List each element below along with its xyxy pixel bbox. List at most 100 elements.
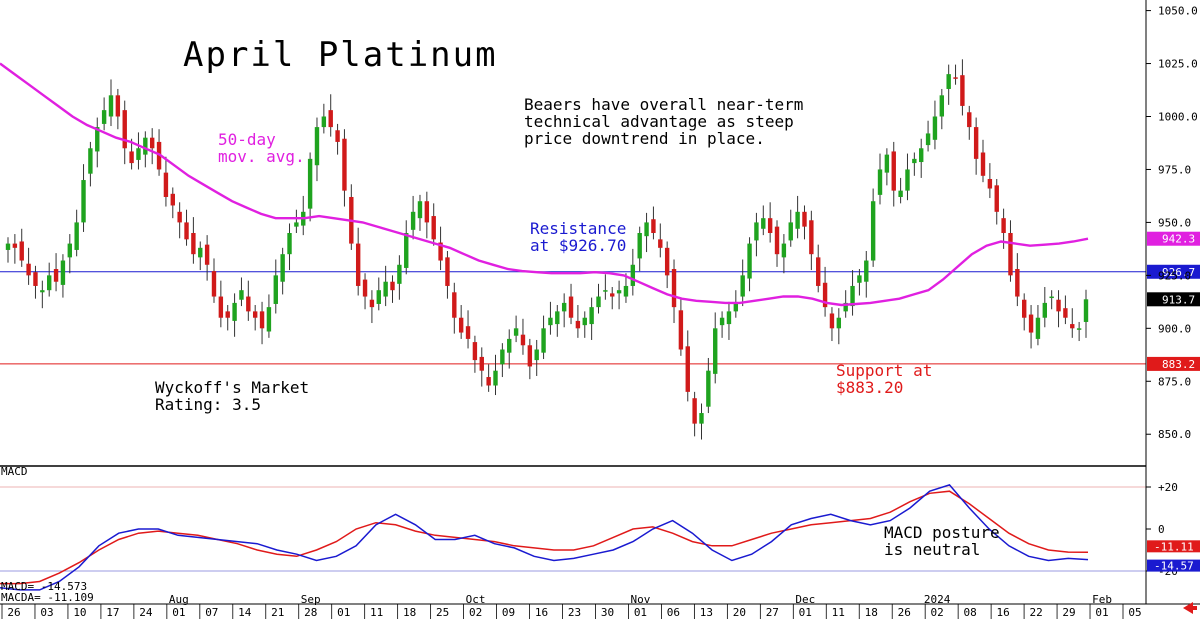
candle-up: [754, 222, 759, 241]
date-tick-label: 16: [535, 606, 548, 619]
candle-down: [362, 279, 368, 297]
candle-down: [664, 247, 670, 276]
candle-down: [575, 320, 581, 329]
candle-up: [95, 127, 100, 152]
support-value-tag-text: 883.2: [1162, 358, 1195, 371]
candle-up: [314, 127, 320, 166]
candle-down: [252, 311, 258, 318]
candle-down: [774, 226, 780, 255]
date-tick-label: 01: [634, 606, 647, 619]
candle-down: [610, 293, 615, 297]
candle-down: [1008, 233, 1013, 276]
candle-up: [870, 201, 876, 261]
candle-down: [472, 342, 478, 361]
candle-up: [905, 169, 910, 191]
candle-down: [987, 178, 993, 189]
date-tick-label: 06: [667, 606, 680, 619]
date-tick-label: 28: [304, 606, 317, 619]
macd-panel-title: MACD: [1, 465, 28, 478]
candle-down: [651, 219, 656, 233]
macd-last-tag-text: -14.57: [1154, 560, 1194, 573]
date-tick-label: 09: [502, 606, 515, 619]
candle-up: [740, 275, 745, 297]
candle-up: [596, 296, 601, 308]
candle-up: [81, 180, 86, 223]
scroll-left-arrow-icon[interactable]: [1183, 602, 1193, 614]
candle-up: [232, 302, 237, 321]
ma-value-tag: [1147, 231, 1200, 246]
month-label: Feb: [1092, 593, 1112, 606]
candle-up: [733, 302, 739, 312]
candle-up: [534, 349, 539, 361]
scroll-left-arrow-stem[interactable]: [1191, 606, 1197, 610]
date-tick-label: 18: [403, 606, 416, 619]
candle-up: [383, 281, 388, 297]
resistance-value-tag: [1147, 264, 1200, 279]
candle-up: [273, 275, 278, 304]
candle-up: [198, 247, 203, 258]
candle-down: [19, 241, 24, 261]
candle-up: [877, 169, 883, 195]
candle-up: [623, 285, 629, 297]
month-label: Sep: [301, 593, 321, 606]
candle-down: [342, 138, 347, 191]
candle-up: [507, 338, 512, 353]
candle-up: [616, 290, 622, 294]
date-tick-label: 11: [370, 606, 383, 619]
candle-down: [122, 110, 127, 149]
candle-down: [225, 311, 230, 318]
candle-down: [816, 257, 821, 286]
candle-down: [520, 334, 526, 346]
candle-up: [1049, 296, 1054, 299]
candle-down: [953, 77, 958, 79]
candle-up: [493, 370, 498, 386]
date-tick-label: 01: [172, 606, 185, 619]
price-tick-label: 1050.0: [1158, 5, 1198, 18]
month-label: Dec: [795, 593, 815, 606]
candle-down: [218, 296, 224, 318]
candle-down: [527, 345, 533, 367]
chart-title: April Platinum: [183, 35, 498, 75]
candle-up: [589, 307, 594, 325]
candle-up: [410, 211, 416, 230]
price-tick-label: 875.0: [1158, 375, 1191, 388]
candle-up: [795, 211, 800, 229]
candle-up: [932, 116, 938, 140]
candle-up: [699, 413, 704, 424]
support-label: Support at $883.20: [836, 361, 933, 397]
date-tick-label: 03: [40, 606, 53, 619]
candle-up: [706, 370, 711, 407]
ma50-line: [0, 62, 1089, 307]
candle-down: [390, 281, 395, 291]
date-tick-label: 08: [964, 606, 977, 619]
candle-down: [486, 377, 491, 386]
date-tick-label: 02: [931, 606, 944, 619]
candle-up: [630, 264, 636, 286]
resistance-label: Resistance at $926.70: [530, 219, 627, 255]
candle-up: [1083, 299, 1089, 322]
candle-down: [170, 193, 175, 206]
ma-value-tag-text: 942.3: [1162, 233, 1195, 246]
level-lines: 942.3 926.7 913.7 883.2: [0, 231, 1200, 371]
month-label: Nov: [631, 593, 651, 606]
candle-down: [129, 151, 134, 164]
candle-down: [184, 222, 189, 240]
macd-note: MACD posture is neutral: [884, 523, 1000, 559]
candle-down: [335, 130, 340, 142]
candle-up: [307, 158, 313, 209]
candle-up: [321, 116, 327, 128]
support-value-tag: [1147, 356, 1200, 371]
candle-up: [644, 222, 649, 237]
macda-line: [0, 490, 1089, 585]
date-tick-label: 10: [73, 606, 86, 619]
candle-down: [767, 218, 773, 233]
candle-up: [637, 233, 642, 259]
candle-down: [1063, 308, 1068, 318]
candle-up: [747, 243, 752, 279]
candle-down: [328, 110, 333, 128]
candle-up: [404, 233, 409, 268]
candle-up: [946, 74, 951, 89]
moving-average: [0, 62, 1089, 307]
candle-up: [781, 243, 787, 258]
